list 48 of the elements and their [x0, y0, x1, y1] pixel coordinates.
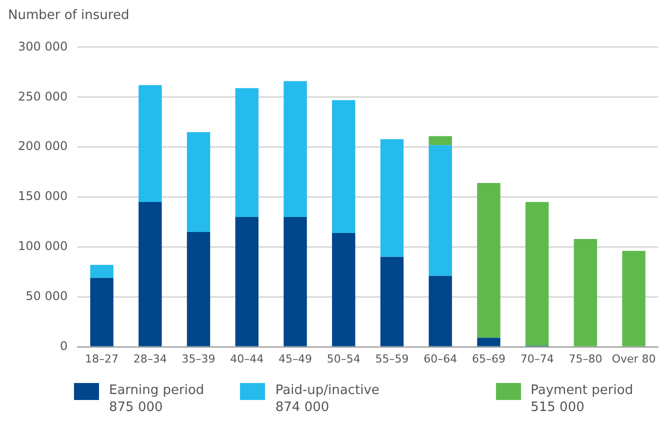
bar	[235, 88, 259, 217]
bar	[428, 136, 452, 146]
legend-label: Earning period	[109, 382, 204, 399]
bar	[428, 276, 452, 346]
x-tick-label: 75–80	[568, 352, 602, 366]
bar	[428, 145, 452, 276]
x-tick-label: 65–69	[472, 352, 506, 366]
y-tick-label: 50 000	[26, 288, 68, 303]
y-tick-label: 150 000	[18, 189, 68, 204]
bar	[332, 232, 356, 346]
bar	[477, 183, 500, 338]
bar	[622, 250, 646, 346]
bar	[138, 202, 162, 346]
x-tick-label: 45–49	[278, 352, 312, 366]
x-tick-label: 18–27	[85, 352, 119, 366]
bar	[380, 256, 404, 346]
bar	[284, 216, 307, 346]
bar	[525, 202, 549, 346]
text: 515 000	[530, 399, 586, 416]
bar	[90, 264, 114, 278]
x-tick-label: 60–64	[424, 352, 458, 366]
bar	[90, 278, 114, 346]
y-tick-label: 100 000	[18, 239, 68, 254]
bar	[186, 232, 210, 346]
bar	[138, 85, 162, 202]
x-tick-label: 28–34	[133, 352, 167, 366]
legend-label: Payment period	[530, 382, 634, 399]
bar	[186, 132, 210, 232]
legend-label: Paid-up/inactive	[275, 382, 380, 399]
x-tick-label: 70–74	[520, 352, 554, 366]
x-tick-label: Over 80	[612, 352, 656, 366]
bar	[380, 139, 404, 257]
x-tick-label: 55–59	[375, 352, 409, 366]
x-tick-label: 35–39	[182, 352, 216, 366]
text: 875 000	[109, 399, 164, 416]
bar	[477, 338, 500, 346]
bar	[332, 100, 356, 233]
y-tick-label: 250 000	[18, 89, 68, 104]
x-tick-label: 40–44	[230, 352, 264, 366]
y-axis-title: Number of insured	[8, 8, 130, 25]
text: 874 000	[275, 399, 330, 416]
bar	[574, 238, 598, 346]
y-tick-label: 300 000	[18, 39, 68, 54]
y-tick-label: 200 000	[18, 139, 68, 154]
y-tick-label: 0	[60, 338, 68, 353]
bar	[284, 81, 307, 217]
x-tick-label: 50–54	[326, 352, 360, 366]
bar	[235, 216, 259, 346]
